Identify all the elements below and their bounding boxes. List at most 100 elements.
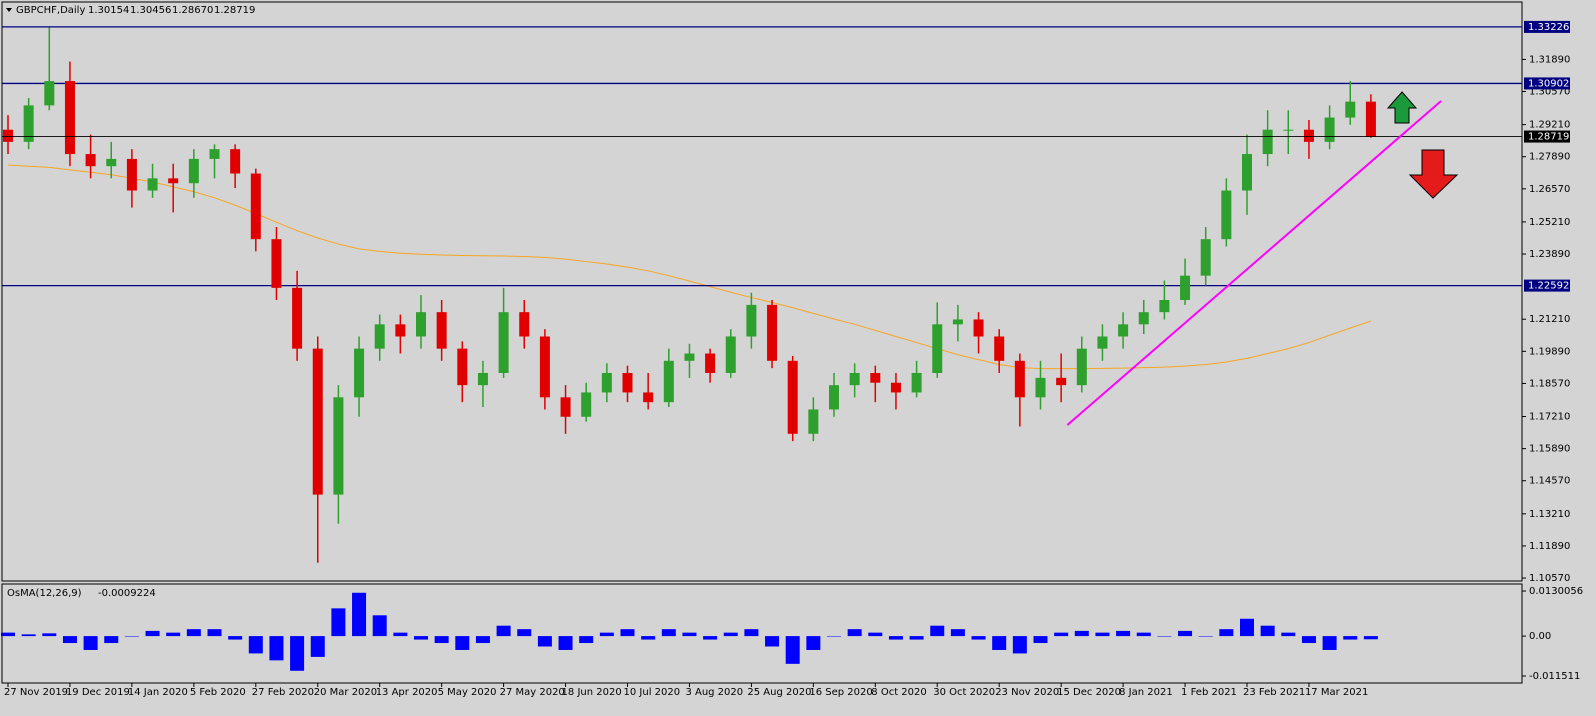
osma-bar	[682, 632, 697, 637]
candle-body	[395, 324, 406, 337]
osma-bar	[1219, 629, 1234, 637]
osma-bar	[703, 636, 718, 640]
y-tick-label: 1.30570	[1529, 87, 1570, 98]
osma-bar	[1343, 636, 1358, 640]
candle-body	[932, 324, 943, 373]
menu-icon	[6, 8, 12, 12]
candle-body	[1200, 239, 1211, 276]
osma-bar	[641, 636, 656, 640]
osma-bar	[475, 636, 490, 644]
candle-body	[416, 312, 426, 337]
candle-body	[890, 382, 901, 393]
y-tick-label: 1.11890	[1529, 541, 1570, 552]
candle-body	[1221, 190, 1232, 240]
osma-bar	[971, 636, 986, 640]
osma-bar	[166, 632, 181, 637]
y-tick-label: 1.13210	[1529, 509, 1570, 520]
x-tick-label: 15 Dec 2020	[1057, 687, 1121, 698]
osma-bar	[847, 629, 862, 637]
osma-bar	[744, 629, 759, 637]
y-tick-label: 1.31890	[1529, 54, 1570, 65]
osma-bar	[1301, 636, 1316, 644]
candle-body	[1138, 312, 1149, 325]
osma-bar	[62, 636, 77, 644]
candle-body	[808, 409, 819, 434]
candle-body	[1303, 129, 1314, 142]
candle-body	[601, 372, 612, 393]
x-tick-label: 5 Feb 2020	[190, 687, 246, 698]
candle-body	[1180, 275, 1191, 301]
candle-body	[829, 385, 839, 410]
osma-bar	[21, 634, 36, 637]
candle-body	[64, 81, 75, 155]
x-tick-label: 13 Apr 2020	[376, 687, 438, 698]
osma-bar	[537, 636, 552, 647]
candle-body	[1014, 360, 1025, 398]
candle-body	[849, 372, 860, 386]
osma-bar	[620, 629, 635, 637]
x-tick-label: 23 Feb 2021	[1243, 687, 1305, 698]
osma-bar	[868, 632, 883, 637]
osma-bar	[393, 632, 408, 637]
osma-bar	[888, 636, 903, 640]
candle-body	[498, 312, 509, 373]
ohlc-open: 1.30154	[88, 5, 129, 16]
candle-body	[374, 324, 385, 349]
x-tick-label: 19 Dec 2019	[66, 687, 130, 698]
osma-bar	[1178, 630, 1193, 637]
candle-body	[23, 105, 34, 142]
candle-body	[44, 81, 55, 106]
candle-body	[684, 353, 695, 361]
candle-body	[457, 348, 468, 386]
candle-body	[188, 158, 199, 184]
x-tick-label: 27 Feb 2020	[252, 687, 314, 698]
candle-body	[952, 319, 963, 325]
candle-body	[1159, 300, 1170, 313]
candle-body	[994, 336, 1005, 361]
candle-body	[126, 158, 137, 191]
x-tick-label: 16 Sep 2020	[809, 687, 872, 698]
y-tick-label: 1.10570	[1529, 573, 1570, 584]
candle-body	[519, 312, 530, 337]
x-tick-label: 10 Jul 2020	[624, 687, 681, 698]
trendline	[1066, 100, 1442, 426]
y-tick-label: 1.26570	[1529, 184, 1570, 195]
osma-bar	[1281, 632, 1296, 637]
y-tick-label: 1.14570	[1529, 476, 1570, 487]
symbol: GBPCHF,Daily	[16, 5, 85, 16]
x-tick-label: 8 Oct 2020	[871, 687, 926, 698]
candle-body	[1324, 117, 1335, 142]
candle-body	[230, 149, 241, 174]
candle-body	[312, 348, 323, 495]
y-tick-label: 1.29210	[1529, 120, 1570, 131]
x-tick-label: 18 Jun 2020	[562, 687, 622, 698]
candle-body	[746, 304, 757, 337]
candle-body	[911, 372, 922, 393]
osma-bar	[145, 630, 160, 637]
osma-bar	[352, 592, 367, 637]
osma-bar	[269, 636, 284, 661]
osma-bar	[558, 636, 573, 650]
osma-bar	[1157, 636, 1172, 637]
osma-bar	[331, 608, 346, 637]
x-tick-label: 5 May 2020	[438, 687, 497, 698]
osma-bar	[517, 629, 532, 637]
osma-bar	[83, 636, 98, 650]
y-tick-label: -0.011511	[1529, 671, 1580, 682]
x-tick-label: 27 May 2020	[500, 687, 565, 698]
candle-body	[168, 178, 179, 184]
x-tick-label: 1 Feb 2021	[1181, 687, 1237, 698]
x-tick-label: 27 Nov 2019	[4, 687, 68, 698]
candle-body	[1365, 101, 1376, 137]
osma-bar	[290, 636, 305, 671]
osma-bar	[1074, 630, 1089, 637]
osma-bar	[1012, 636, 1027, 654]
osma-bar	[909, 636, 924, 640]
candle-body	[292, 287, 303, 349]
level-label: 1.30902	[1528, 78, 1569, 89]
osma-bar	[1322, 636, 1337, 650]
osma-bar	[310, 636, 325, 657]
level-label-box	[1524, 77, 1570, 90]
candle-body	[622, 372, 633, 393]
